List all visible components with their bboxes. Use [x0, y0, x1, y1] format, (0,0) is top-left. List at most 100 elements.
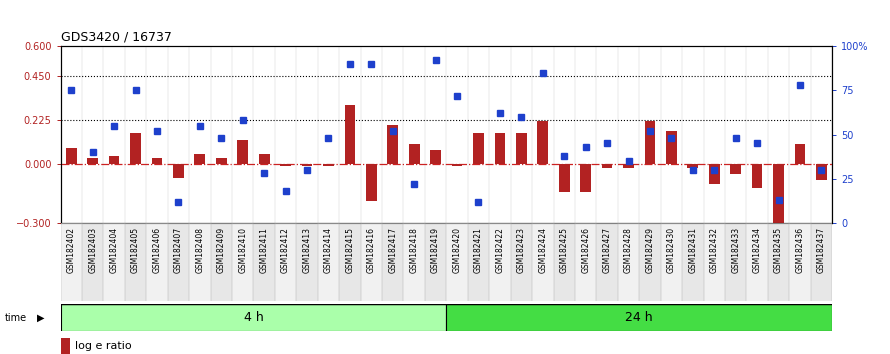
- Text: GSM182434: GSM182434: [753, 227, 762, 273]
- Bar: [387, 125, 398, 164]
- Bar: [109, 156, 119, 164]
- Text: GSM182418: GSM182418: [409, 227, 418, 273]
- Text: log e ratio: log e ratio: [75, 341, 132, 350]
- Bar: [323, 164, 334, 166]
- Text: GSM182410: GSM182410: [239, 227, 247, 273]
- Text: GSM182432: GSM182432: [709, 227, 719, 273]
- Text: GSM182407: GSM182407: [174, 227, 183, 273]
- Text: GSM182433: GSM182433: [732, 227, 740, 273]
- Bar: [87, 158, 98, 164]
- Bar: [768, 223, 789, 301]
- Bar: [575, 223, 596, 301]
- Bar: [709, 164, 720, 184]
- Bar: [339, 223, 360, 301]
- Bar: [190, 223, 211, 301]
- Text: GSM182411: GSM182411: [260, 227, 269, 273]
- Bar: [103, 223, 125, 301]
- Text: GSM182437: GSM182437: [817, 227, 826, 273]
- Bar: [151, 158, 162, 164]
- Bar: [425, 223, 447, 301]
- Text: GSM182426: GSM182426: [581, 227, 590, 273]
- Bar: [644, 121, 655, 164]
- Text: 4 h: 4 h: [244, 311, 263, 324]
- Text: GSM182431: GSM182431: [688, 227, 698, 273]
- Bar: [731, 164, 741, 174]
- Bar: [580, 164, 591, 192]
- Bar: [275, 223, 296, 301]
- Bar: [232, 223, 254, 301]
- Text: GSM182416: GSM182416: [367, 227, 376, 273]
- Bar: [61, 223, 82, 301]
- Bar: [490, 223, 511, 301]
- Bar: [318, 223, 339, 301]
- Text: GSM182427: GSM182427: [603, 227, 611, 273]
- Bar: [195, 154, 206, 164]
- Bar: [554, 223, 575, 301]
- Bar: [538, 121, 548, 164]
- Bar: [216, 158, 227, 164]
- Bar: [704, 223, 725, 301]
- Text: GSM182436: GSM182436: [796, 227, 805, 273]
- Text: GSM182419: GSM182419: [431, 227, 441, 273]
- Bar: [682, 223, 704, 301]
- Bar: [259, 154, 270, 164]
- Text: GSM182423: GSM182423: [517, 227, 526, 273]
- Text: 24 h: 24 h: [626, 311, 653, 324]
- Bar: [344, 105, 355, 164]
- Bar: [254, 223, 275, 301]
- Text: GSM182435: GSM182435: [774, 227, 783, 273]
- Text: GSM182409: GSM182409: [217, 227, 226, 273]
- Text: ▶: ▶: [37, 313, 44, 323]
- Bar: [495, 132, 506, 164]
- Bar: [752, 164, 763, 188]
- Bar: [473, 132, 484, 164]
- Bar: [596, 223, 618, 301]
- Bar: [238, 141, 248, 164]
- Bar: [403, 223, 425, 301]
- Bar: [687, 164, 698, 168]
- Bar: [602, 164, 612, 168]
- Bar: [125, 223, 146, 301]
- Text: GSM182406: GSM182406: [152, 227, 161, 273]
- Bar: [61, 337, 70, 354]
- Bar: [409, 144, 419, 164]
- Text: GSM182420: GSM182420: [452, 227, 462, 273]
- Bar: [167, 223, 190, 301]
- Bar: [639, 223, 660, 301]
- Bar: [811, 223, 832, 301]
- Bar: [618, 223, 639, 301]
- Text: GSM182417: GSM182417: [388, 227, 397, 273]
- Bar: [511, 223, 532, 301]
- Text: GSM182403: GSM182403: [88, 227, 97, 273]
- Bar: [173, 164, 183, 178]
- Text: GSM182404: GSM182404: [109, 227, 118, 273]
- Bar: [666, 131, 676, 164]
- Text: GSM182415: GSM182415: [345, 227, 354, 273]
- Bar: [452, 164, 463, 166]
- Bar: [360, 223, 382, 301]
- Bar: [795, 144, 805, 164]
- Bar: [789, 223, 811, 301]
- Bar: [366, 164, 376, 201]
- Text: GSM182428: GSM182428: [624, 227, 633, 273]
- Bar: [773, 164, 784, 223]
- Bar: [130, 132, 141, 164]
- Bar: [280, 164, 291, 166]
- Bar: [725, 223, 747, 301]
- Bar: [516, 132, 527, 164]
- Bar: [532, 223, 554, 301]
- Bar: [211, 223, 232, 301]
- Bar: [623, 164, 634, 168]
- Text: GSM182429: GSM182429: [645, 227, 654, 273]
- Text: time: time: [4, 313, 27, 323]
- Bar: [447, 223, 468, 301]
- Text: GSM182414: GSM182414: [324, 227, 333, 273]
- Text: GSM182405: GSM182405: [131, 227, 140, 273]
- Bar: [559, 164, 570, 192]
- Bar: [816, 164, 827, 180]
- Bar: [61, 304, 447, 331]
- Text: GSM182424: GSM182424: [538, 227, 547, 273]
- Bar: [382, 223, 403, 301]
- Bar: [66, 148, 77, 164]
- Bar: [302, 164, 312, 166]
